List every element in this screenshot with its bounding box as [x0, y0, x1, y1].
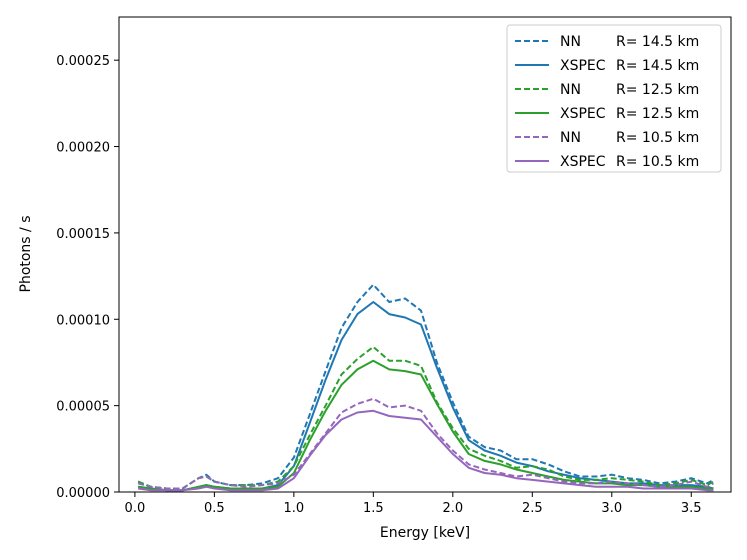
x-tick-label: 3.0: [601, 501, 622, 516]
x-tick-label: 1.5: [363, 501, 384, 516]
series-layer: [137, 283, 714, 492]
x-axis-label: Energy [keV]: [380, 525, 470, 541]
legend-series-radius: R= 14.5 km: [616, 58, 699, 74]
legend-series-radius: R= 10.5 km: [616, 130, 699, 146]
legend-series-name: NN: [560, 34, 581, 50]
legend-series-name: XSPEC: [560, 154, 606, 170]
series-line-0: [137, 283, 714, 490]
series-line-4: [137, 397, 714, 490]
legend-series-name: XSPEC: [560, 58, 606, 74]
x-tick-label: 2.5: [522, 501, 543, 516]
legend: NN R= 14.5 km XSPEC R= 14.5 km NN R= 12.5 km X…: [506, 24, 722, 173]
y-tick-label: 0.00010: [56, 313, 110, 328]
y-tick-label: 0.00000: [56, 486, 110, 501]
x-tick-label: 3.5: [681, 501, 702, 516]
y-axis-ticks: 0.00000 0.00005 0.00010 0.00015 0.00020 0.000…: [56, 54, 119, 501]
legend-box: [506, 24, 722, 173]
y-axis-label: Photons / s: [18, 215, 34, 292]
x-tick-label: 2.0: [442, 501, 463, 516]
x-tick-label: 0.0: [125, 501, 146, 516]
x-tick-label: 1.0: [284, 501, 305, 516]
legend-series-name: NN: [560, 130, 581, 146]
y-tick-label: 0.00015: [56, 227, 110, 242]
x-axis-ticks: 0.0 0.5 1.0 1.5 2.0 2.5 3.0 3.5: [125, 492, 702, 516]
legend-series-name: NN: [560, 82, 581, 98]
legend-series-radius: R= 12.5 km: [616, 106, 699, 122]
legend-series-radius: R= 10.5 km: [616, 154, 699, 170]
plot-frame: [118, 16, 732, 493]
legend-series-radius: R= 14.5 km: [616, 34, 699, 50]
legend-series-radius: R= 12.5 km: [616, 82, 699, 98]
x-tick-label: 0.5: [204, 501, 225, 516]
series-line-5: [137, 409, 714, 492]
legend-series-name: XSPEC: [560, 106, 606, 122]
series-line-2: [137, 345, 714, 490]
y-tick-label: 0.00005: [56, 400, 110, 415]
y-tick-label: 0.00020: [56, 141, 110, 156]
y-tick-label: 0.00025: [56, 54, 110, 69]
series-line-3: [137, 359, 714, 492]
